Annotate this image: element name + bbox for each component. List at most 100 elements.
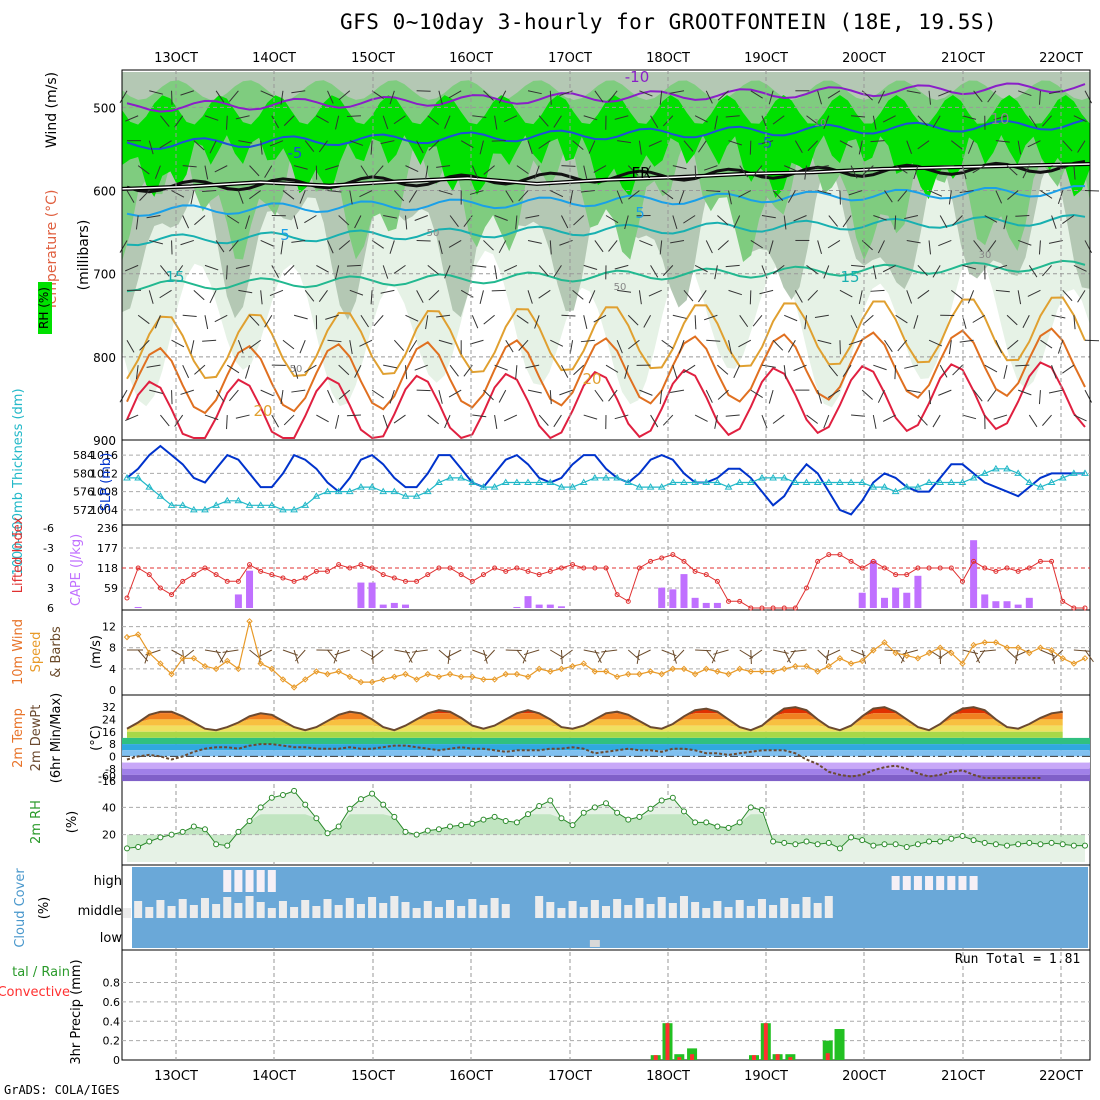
- cloud-axis-unit: (%): [37, 897, 52, 920]
- lifted-marker: [681, 558, 687, 564]
- rh-legend-label: RH (%): [37, 287, 51, 329]
- wind-barb: [338, 389, 351, 400]
- wind-barb: [1038, 90, 1041, 105]
- run-total-label: Run Total = 1.81: [955, 952, 1081, 967]
- middle-cloud-bar: [290, 907, 299, 918]
- lifted-marker: [937, 565, 943, 571]
- wind-barb: [518, 190, 529, 202]
- wind-barb: [572, 289, 584, 300]
- wind-barb: [515, 215, 518, 230]
- wind-barb: [672, 314, 687, 319]
- wind-barb: [861, 389, 873, 400]
- cape-bar: [1014, 604, 1022, 608]
- thickness-line: [127, 468, 1085, 511]
- wind-barb: [229, 90, 239, 102]
- thickness-marker: [390, 487, 399, 495]
- wind-speed-marker: [424, 670, 431, 678]
- cape-bar: [869, 560, 877, 608]
- surface-wind-barb: [1014, 649, 1019, 664]
- wind-barb: [783, 215, 787, 230]
- lifted-marker: [581, 565, 587, 571]
- lifted-marker: [224, 578, 230, 584]
- cape-bar: [368, 582, 376, 608]
- lifted-marker: [1004, 565, 1010, 571]
- wind-barb: [725, 264, 740, 268]
- thickness-marker: [401, 492, 410, 499]
- lifted-marker: [458, 572, 464, 578]
- wind-barb: [338, 364, 350, 376]
- wind-barb: [483, 90, 494, 101]
- wind-speed-marker: [747, 668, 755, 675]
- rh-marker: [1004, 842, 1011, 849]
- wind-speed-marker: [1059, 655, 1066, 662]
- surface-wind-barb: [482, 649, 488, 664]
- wind-barb: [483, 389, 494, 401]
- wind-barb: [380, 289, 395, 294]
- rh-marker: [324, 830, 331, 837]
- thickness-marker: [535, 478, 544, 485]
- wind-speed-marker: [313, 668, 320, 675]
- wind-barb: [182, 215, 190, 229]
- wind-barb: [427, 414, 439, 425]
- wind-barb: [928, 390, 932, 405]
- wind-barb: [733, 364, 741, 379]
- wind-barb: [202, 339, 217, 342]
- lifted-tick-label: 6: [47, 602, 54, 615]
- contour-label: 5: [635, 204, 645, 222]
- middle-cloud-bar: [546, 902, 555, 918]
- wind-barb: [851, 414, 866, 417]
- wind-barb: [882, 115, 896, 123]
- lifted-marker: [425, 572, 431, 578]
- wind-speed-marker: [613, 673, 621, 680]
- precip-convective-bar: [825, 1053, 830, 1060]
- cape-bar: [702, 602, 710, 608]
- wind-barb: [159, 140, 172, 149]
- high-cloud-bar: [913, 876, 922, 890]
- wind-barb: [750, 240, 763, 249]
- wind-barb: [561, 314, 576, 317]
- wind-barb: [705, 389, 713, 403]
- thickness-marker: [334, 487, 343, 495]
- wind-barb: [550, 190, 564, 198]
- rh-marker: [190, 823, 197, 830]
- thickness-marker: [178, 501, 187, 508]
- wind-barb: [583, 315, 588, 330]
- lifted-marker: [313, 568, 319, 574]
- wind-barb: [282, 190, 295, 200]
- thickness-marker: [980, 469, 989, 476]
- thickness-marker: [969, 473, 978, 481]
- wind-speed-marker: [1081, 655, 1089, 662]
- cape-bar: [981, 594, 989, 608]
- temp-tick-label: 16: [102, 726, 116, 739]
- wind-barb: [327, 190, 342, 193]
- wind-barb: [299, 190, 306, 204]
- wind-barb: [995, 340, 1003, 354]
- wind-barb: [498, 90, 507, 104]
- wind-barb: [817, 90, 822, 105]
- wind-barb: [226, 215, 240, 224]
- wind-barb: [588, 140, 596, 154]
- wind-speed-marker: [402, 670, 409, 678]
- lifted-marker: [648, 558, 654, 564]
- dewpoint-line: [126, 743, 1041, 779]
- wind-barb: [638, 290, 642, 305]
- wind-barb: [472, 264, 487, 268]
- contour-label: 10: [814, 118, 827, 129]
- wind-barb: [817, 190, 832, 195]
- bottom-time-label: 22OCT: [1039, 1069, 1083, 1084]
- wind-barb: [851, 264, 866, 268]
- wind-barb: [325, 165, 339, 171]
- wind-barb: [503, 264, 518, 272]
- cape-bar: [535, 604, 543, 608]
- wind-barb: [209, 290, 217, 304]
- wind-barb: [135, 365, 139, 380]
- wind-barb: [1022, 315, 1030, 328]
- wind-barb: [784, 314, 798, 322]
- wind-barb: [739, 314, 749, 328]
- wind-barb: [119, 389, 128, 403]
- wind-barb: [872, 265, 877, 280]
- wind-barb: [662, 265, 674, 276]
- rh-marker: [981, 839, 988, 846]
- wind-speed-marker: [981, 639, 988, 646]
- wind-tick-label: 0: [109, 684, 116, 697]
